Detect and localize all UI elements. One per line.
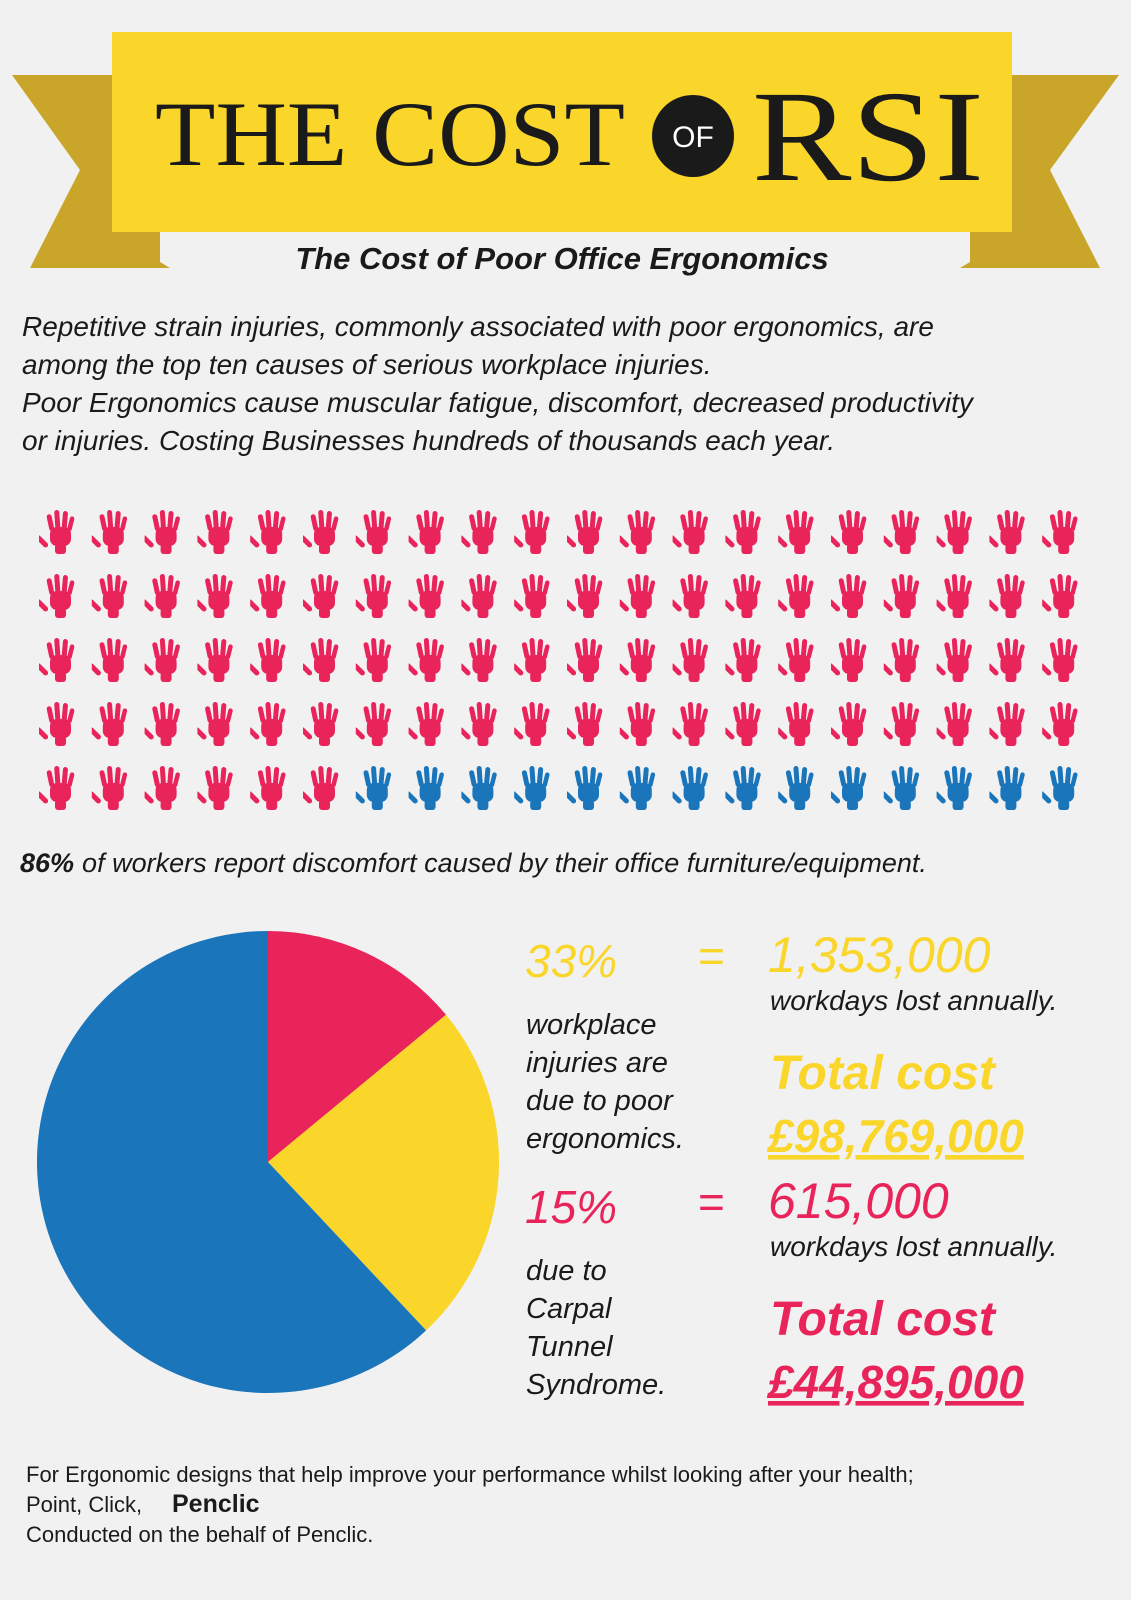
stat-days-label: workdays lost annually. (770, 985, 1057, 1016)
subtitle: The Cost of Poor Office Ergonomics (295, 241, 828, 276)
stat-days: 615,000 (768, 1173, 949, 1229)
statement-highlight: 86% (20, 848, 74, 878)
banner (112, 32, 1012, 232)
intro-line: or injuries. Costing Businesses hundreds… (22, 425, 835, 456)
stat-days: 1,353,000 (768, 927, 991, 983)
title: RSI (752, 65, 984, 209)
stat-description: Tunnel (526, 1331, 614, 1363)
intro-line: Poor Ergonomics cause muscular fatigue, … (22, 387, 975, 418)
pie-slice (36, 931, 427, 1393)
stat-description: Syndrome. (526, 1369, 666, 1401)
title-circle (652, 95, 734, 177)
stat-total-value: £98,769,000 (766, 1110, 1024, 1162)
stat-description: workplace (526, 1009, 657, 1041)
title: THE COST (155, 83, 625, 185)
stat-equals: = (698, 930, 725, 982)
stat-description: Carpal (526, 1293, 613, 1325)
stat-equals: = (698, 1176, 725, 1228)
pie-chart (36, 931, 499, 1393)
pie-slice (268, 1014, 499, 1331)
stat-total-label: Total cost (770, 1047, 997, 1100)
footer-line: Conducted on the behalf of Penclic. (26, 1522, 373, 1547)
stat-description: due to (526, 1255, 607, 1287)
brand: Penclic (172, 1490, 260, 1518)
intro: Repetitive strain injuries, commonly ass… (22, 311, 975, 456)
stat-total-value: £44,895,000 (766, 1356, 1024, 1408)
stat-description: ergonomics. (526, 1123, 684, 1155)
title-circle-text: OF (672, 121, 714, 154)
pie-slice (268, 931, 446, 1162)
stat-total-label: Total cost (770, 1293, 997, 1346)
stat-percent: 33% (525, 935, 617, 987)
footer-line: Point, Click, (26, 1492, 142, 1517)
stat-description: due to poor (526, 1085, 674, 1117)
subtitle-box (240, 234, 890, 280)
footer-line: For Ergonomic designs that help improve … (26, 1462, 914, 1487)
intro-line: Repetitive strain injuries, commonly ass… (22, 311, 934, 342)
stat-percent: 15% (525, 1181, 617, 1233)
statement-text: of workers report discomfort caused by t… (82, 848, 927, 878)
statement: 86% of workers report discomfort caused b… (20, 848, 927, 878)
intro-line: among the top ten causes of serious work… (22, 349, 712, 380)
stat-description: injuries are (526, 1047, 668, 1079)
stat-days-label: workdays lost annually. (770, 1231, 1057, 1262)
